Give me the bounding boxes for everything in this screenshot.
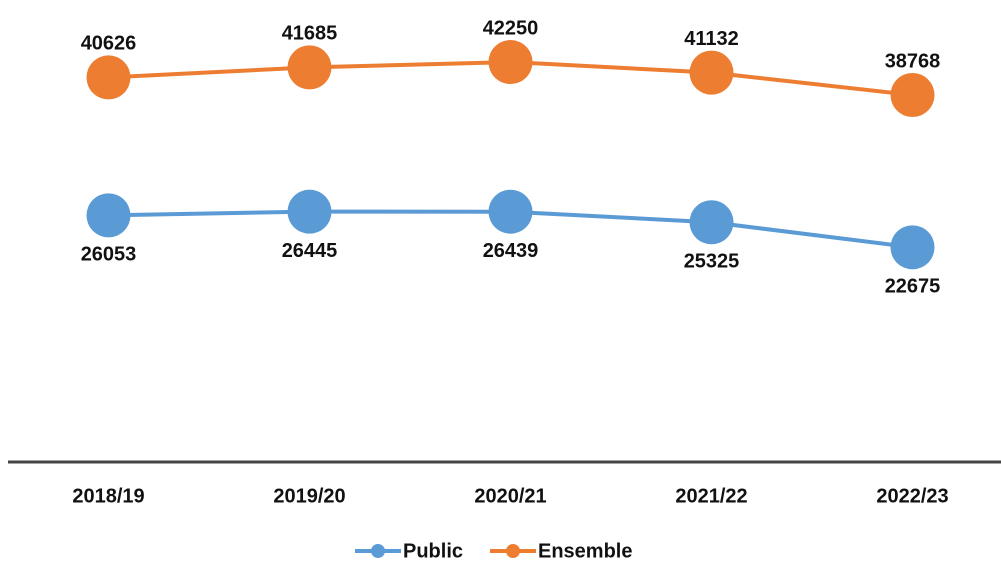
x-tick-label: 2020/21 [474,485,546,507]
data-label: 26439 [483,240,539,262]
data-point [890,225,935,270]
x-tick-label: 2018/19 [72,485,144,507]
data-label: 40626 [81,33,137,55]
data-point [287,45,332,90]
legend-marker [506,544,520,558]
data-point [689,200,734,245]
data-point [488,40,533,85]
data-label: 26445 [282,240,338,262]
x-tick-label: 2022/23 [876,485,948,507]
data-point [287,189,332,234]
x-tick-label: 2021/22 [675,485,747,507]
x-tick-label: 2019/20 [273,485,345,507]
data-point [488,189,533,234]
data-point [86,55,131,100]
data-point [890,72,935,117]
data-label: 42250 [483,17,539,39]
data-label: 38768 [885,50,941,72]
data-label: 22675 [885,276,941,298]
legend-label: Ensemble [538,540,632,562]
data-point [689,50,734,95]
data-label: 25325 [684,251,740,273]
legend-label: Public [403,540,463,562]
data-point [86,193,131,238]
data-label: 41685 [282,23,338,45]
legend-marker [371,544,385,558]
data-label: 41132 [684,28,739,50]
data-label: 26053 [81,244,137,266]
